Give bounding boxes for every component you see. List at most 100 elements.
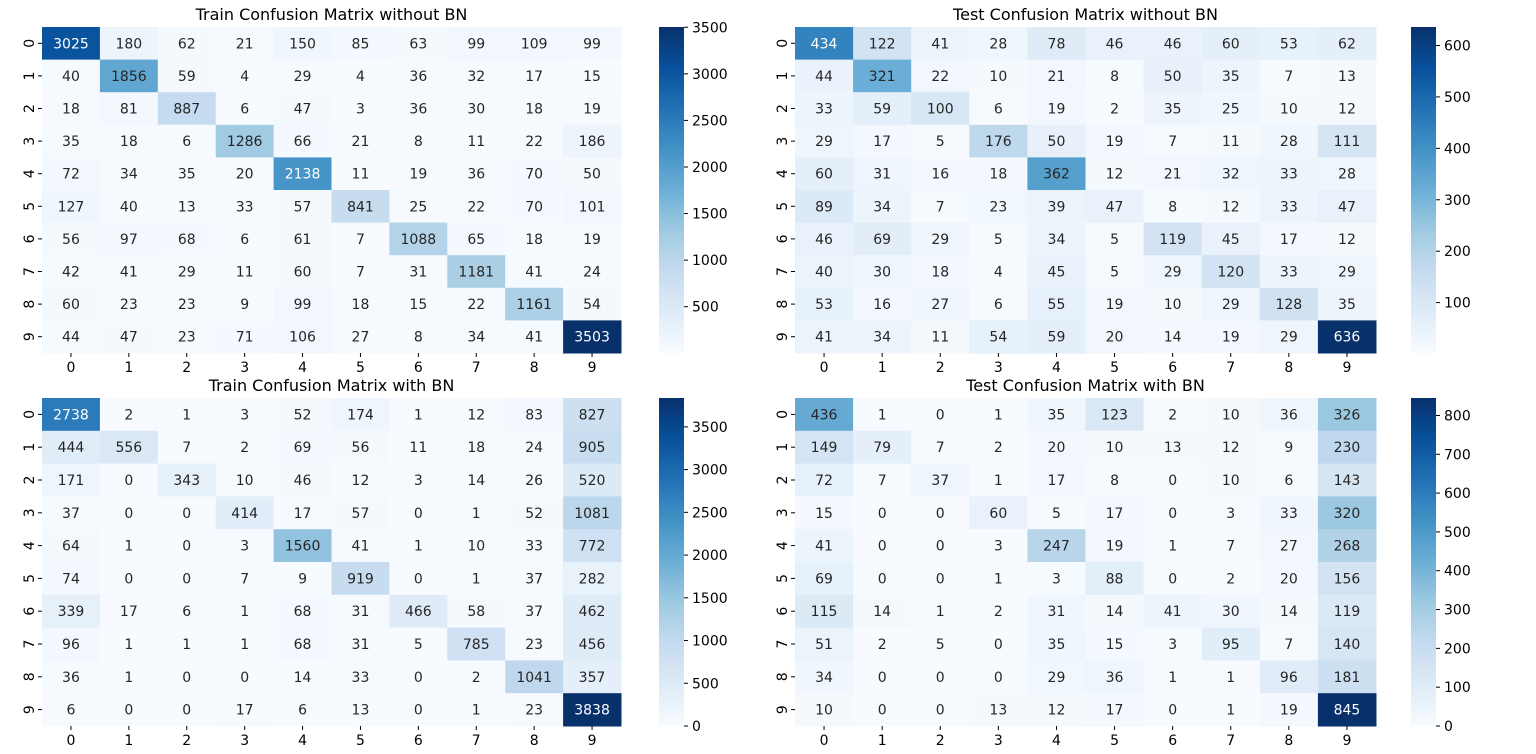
- heatmap-cell: [795, 27, 854, 61]
- cell-value-label: 1088: [401, 232, 437, 248]
- cell-value-label: 841: [347, 199, 374, 215]
- cell-value-label: 119: [1159, 232, 1186, 248]
- heatmap-cell: [969, 190, 1028, 224]
- cell-value-label: 19: [1106, 134, 1124, 150]
- heatmap-cell: [1085, 124, 1145, 158]
- heatmap-cell: [157, 430, 217, 465]
- cell-value-label: 12: [1222, 199, 1240, 215]
- cell-value-label: 3: [240, 407, 249, 423]
- cell-value-label: 41: [525, 330, 543, 346]
- heatmap-cell: [447, 496, 506, 530]
- heatmap-cell: [1085, 255, 1145, 289]
- colorbar-tick-label: 300: [1444, 603, 1471, 619]
- cell-value-label: 35: [178, 167, 196, 183]
- heatmap-cell: [1317, 320, 1377, 354]
- y-tick-label: 2: [22, 476, 38, 485]
- x-tick-label: 1: [878, 360, 887, 376]
- cell-value-label: 4: [240, 69, 249, 85]
- heatmap-cell: [1317, 255, 1377, 289]
- y-tick-label: 7: [775, 640, 791, 649]
- cell-value-label: 85: [352, 36, 370, 52]
- heatmap-cell: [389, 398, 448, 432]
- heatmap-cell: [447, 27, 506, 61]
- cell-value-label: 106: [289, 330, 316, 346]
- heatmap-cell: [1143, 496, 1203, 530]
- cell-value-label: 1: [994, 571, 1003, 587]
- heatmap-cell: [1085, 398, 1145, 432]
- heatmap-cell: [1259, 157, 1319, 191]
- heatmap-cell: [505, 222, 564, 256]
- heatmap-cell: [563, 562, 622, 596]
- cell-value-label: 15: [583, 69, 601, 85]
- cell-value-label: 15: [815, 506, 833, 522]
- heatmap-cell: [389, 92, 448, 126]
- colorbar-tick-label: 0: [1444, 719, 1453, 735]
- cell-value-label: 2138: [285, 167, 321, 183]
- y-tick-label: 0: [22, 39, 38, 48]
- y-tick-label: 4: [22, 169, 38, 178]
- cell-value-label: 24: [583, 265, 601, 281]
- heatmap-cell: [911, 562, 970, 596]
- cell-value-label: 17: [1280, 232, 1298, 248]
- cell-value-label: 887: [173, 102, 200, 118]
- heatmap-cell: [563, 27, 622, 61]
- heatmap-cell: [1201, 693, 1261, 727]
- cell-value-label: 6: [240, 102, 249, 118]
- colorbar-tick-label: 1500: [692, 207, 728, 223]
- cell-value-label: 0: [878, 571, 887, 587]
- cell-value-label: 3838: [574, 703, 610, 719]
- heatmap-cell: [1201, 27, 1261, 61]
- cell-value-label: 35: [1164, 102, 1182, 118]
- colorbar-tick-label: 1000: [692, 253, 728, 269]
- heatmap-cell: [1085, 59, 1145, 93]
- heatmap-cell: [1201, 92, 1261, 126]
- cell-value-label: 0: [414, 571, 423, 587]
- heatmap-cell: [447, 594, 506, 629]
- heatmap-cell: [157, 496, 217, 530]
- heatmap-cell: [911, 693, 970, 727]
- heatmap-cell: [853, 222, 912, 256]
- cell-value-label: 50: [583, 167, 601, 183]
- colorbar-tick-label: 3500: [692, 20, 728, 36]
- heatmap-cell: [1201, 190, 1261, 224]
- cell-value-label: 65: [467, 232, 485, 248]
- x-tick-label: 3: [240, 733, 249, 749]
- x-tick-label: 2: [936, 360, 945, 376]
- heatmap-cell: [969, 320, 1028, 354]
- heatmap-cell: [911, 27, 970, 61]
- cell-value-label: 17: [236, 703, 254, 719]
- heatmap-cell: [795, 157, 854, 191]
- cell-value-label: 2: [994, 440, 1003, 456]
- cell-value-label: 22: [467, 199, 485, 215]
- cell-value-label: 3: [240, 539, 249, 555]
- cell-value-label: 62: [1338, 36, 1356, 52]
- cell-value-label: 20: [1280, 571, 1298, 587]
- heatmap-cell: [273, 27, 332, 61]
- colorbar: [1411, 27, 1436, 353]
- cell-value-label: 64: [62, 539, 80, 555]
- heatmap-cell: [1027, 496, 1086, 530]
- y-tick-label: 2: [775, 104, 791, 113]
- cell-value-label: 32: [1222, 167, 1240, 183]
- cell-value-label: 9: [298, 571, 307, 587]
- heatmap-cell: [99, 124, 159, 158]
- heatmap-cell: [505, 27, 564, 61]
- cell-value-label: 101: [579, 199, 606, 215]
- cell-value-label: 45: [1222, 232, 1240, 248]
- cell-value-label: 12: [1338, 102, 1356, 118]
- heatmap-cell: [42, 463, 101, 497]
- cell-value-label: 40: [120, 199, 138, 215]
- heatmap-cell: [911, 59, 970, 93]
- heatmap-cell: [563, 398, 622, 432]
- y-tick-label: 5: [775, 574, 791, 583]
- heatmap-cell: [157, 562, 217, 596]
- cell-value-label: 69: [873, 232, 891, 248]
- heatmap-cell: [1201, 627, 1261, 661]
- heatmap-cell: [1143, 59, 1203, 93]
- heatmap-cell: [1259, 27, 1319, 61]
- heatmap-cell: [99, 287, 159, 321]
- heatmap-cell: [1027, 562, 1086, 596]
- heatmap-cell: [1201, 398, 1261, 432]
- cell-value-label: 20: [236, 167, 254, 183]
- cell-value-label: 41: [120, 265, 138, 281]
